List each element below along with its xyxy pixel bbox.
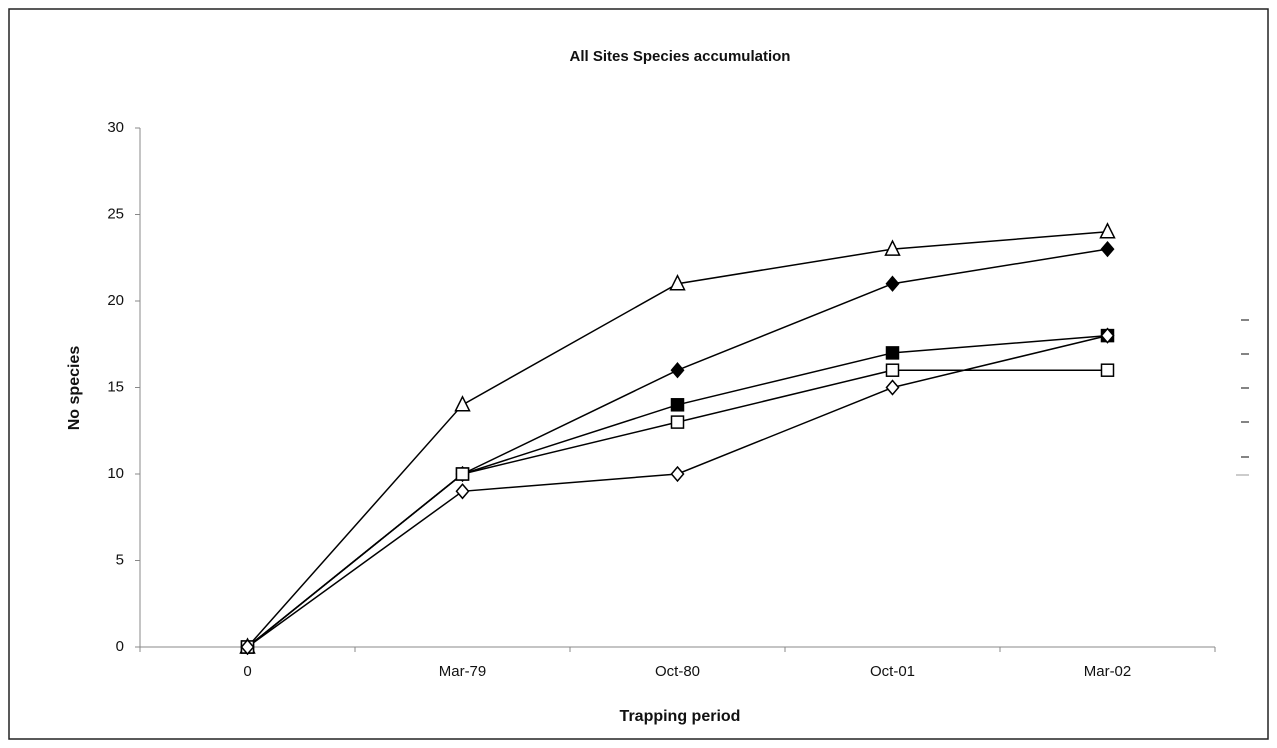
- series-line: [247, 369, 1108, 648]
- point: [1100, 240, 1115, 258]
- point: [670, 398, 685, 412]
- point: [669, 274, 686, 291]
- point: [455, 467, 470, 481]
- y-axis-title: No species: [66, 346, 83, 431]
- point: [1100, 327, 1115, 344]
- x-axis-title: Trapping period: [620, 708, 741, 725]
- series-line: [246, 231, 1108, 648]
- point: [1099, 222, 1116, 239]
- series-line: [247, 248, 1108, 648]
- x-tick-label: 0: [243, 663, 251, 680]
- y-tick-label: 15: [107, 378, 124, 395]
- point: [885, 346, 900, 360]
- point: [240, 638, 255, 656]
- point: [885, 379, 900, 396]
- x-tick-label: Oct-80: [655, 663, 700, 680]
- point: [670, 362, 685, 379]
- x-tick-label: Mar-02: [1084, 663, 1132, 680]
- y-tick-label: 30: [107, 119, 124, 136]
- series-line: [247, 334, 1108, 648]
- x-tick-label: Oct-01: [870, 663, 915, 680]
- y-tick-label: 20: [107, 292, 124, 309]
- point: [884, 239, 901, 256]
- series-line: [247, 334, 1108, 648]
- legend-stub: [1236, 319, 1249, 476]
- x-tick-label: Mar-79: [439, 663, 487, 680]
- y-tick-label: 10: [107, 465, 124, 482]
- point: [1100, 363, 1115, 377]
- point: [670, 465, 685, 483]
- y-tick-label: 0: [116, 638, 124, 655]
- point: [455, 483, 470, 500]
- y-tick-label: 5: [116, 551, 124, 568]
- y-tick-label: 25: [107, 205, 124, 222]
- chart-frame: [8, 8, 1269, 740]
- point: [885, 363, 900, 377]
- chart-title: All Sites Species accumulation: [570, 48, 791, 65]
- point: [454, 395, 471, 412]
- point: [670, 415, 685, 429]
- point: [885, 275, 900, 292]
